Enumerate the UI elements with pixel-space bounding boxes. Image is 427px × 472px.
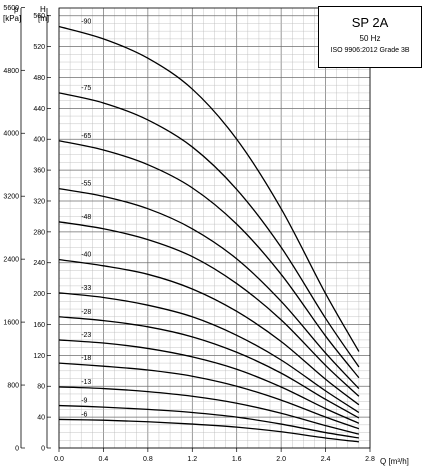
p-tick-label: 3200 [3,194,19,201]
h-tick-label: 120 [33,353,45,360]
chart-title: SP 2A [351,15,389,30]
p-axis-ticks: 0 800 1600 2400 3200 4000 4800 5600 [3,5,25,453]
curve-label: -33 [81,285,91,292]
chart-standard: ISO 9906:2012 Grade 3B [330,47,410,54]
curve-label: -18 [81,355,91,362]
x-tick-label: 0.4 [99,456,109,463]
h-tick-label: 80 [37,384,45,391]
curve-label: -6 [81,411,87,418]
curve-label: -28 [81,309,91,316]
curve-line [58,25,360,352]
h-tick-label: 0 [41,446,45,453]
p-tick-label: 5600 [3,5,19,12]
curves [58,25,360,443]
curve-label: -65 [81,133,91,140]
chart-subtitle: 50 Hz [359,34,381,43]
curve-line [58,140,360,379]
p-tick-label: 1600 [3,320,19,327]
h-tick-label: 200 [33,291,45,298]
h-tick-label: 400 [33,137,45,144]
h-tick-label: 40 [37,415,45,422]
h-axis-ticks: 0 40 80 120 160 200 240 280 320 360 400 440 480 520 56… [33,13,51,453]
curve-line [58,362,360,430]
curve-line [58,386,360,435]
curve-line [58,404,359,439]
x-tick-label: 0.0 [54,456,64,463]
chart-legend-box: SP 2A 50 Hz ISO 9906:2012 Grade 3B [318,6,422,68]
x-tick-label: 1.2 [187,456,197,463]
p-tick-label: 4000 [3,131,19,138]
curve-label: -23 [81,332,91,339]
x-tick-label: 2.4 [321,456,331,463]
plot-border [58,7,371,449]
h-axis-unit: [m] [38,14,49,23]
curve-line [58,221,360,397]
h-axis-title: H [40,5,46,14]
h-tick-label: 360 [33,168,45,175]
curve-label: -13 [81,379,91,386]
p-tick-label: 2400 [3,257,19,264]
x-tick-label: 2.8 [365,456,375,463]
curve-label: -75 [81,85,91,92]
p-tick-label: 4800 [3,68,19,75]
curve-labels: -90 -75 -65 -55 -48 -40 -33 -28 -23 -18 -13 -9 -6 [81,19,91,419]
curve-label: -9 [81,398,87,405]
curve-line [58,339,360,424]
h-tick-label: 280 [33,229,45,236]
h-tick-label: 160 [33,322,45,329]
x-tick-label: 1.6 [232,456,242,463]
grid [20,7,371,449]
h-tick-label: 440 [33,106,45,113]
x-axis-ticks: 0.0 0.4 0.8 1.2 1.6 2.0 2.4 2.8 [54,448,375,463]
h-tick-label: 520 [33,44,45,51]
h-tick-label: 240 [33,260,45,267]
p-tick-label: 800 [7,383,19,390]
x-tick-label: 2.0 [276,456,286,463]
curve-label: -40 [81,252,91,259]
p-tick-label: 0 [15,446,19,453]
h-tick-label: 320 [33,198,45,205]
h-tick-label: 480 [33,75,45,82]
curve-label: -48 [81,214,91,221]
curve-line [58,316,360,419]
curve-label: -90 [81,19,91,26]
curve-line [58,418,359,443]
curve-line [58,187,360,390]
curve-line [58,92,360,368]
x-tick-label: 0.8 [143,456,153,463]
curve-line [58,292,360,414]
p-axis-title: p [14,5,19,14]
p-axis-unit: [kPa] [3,14,21,23]
x-axis-title: Q [m³/h] [380,457,409,466]
curve-label: -55 [81,181,91,188]
curve-line [58,259,360,406]
h-tick-label: 560 [33,13,45,20]
